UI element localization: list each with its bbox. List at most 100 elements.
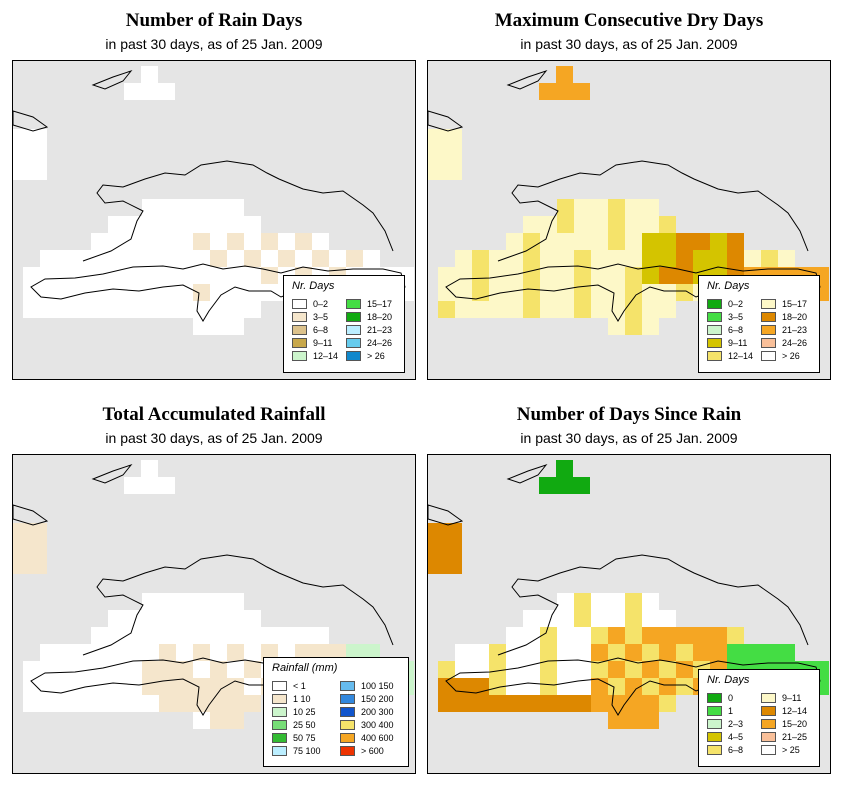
grid-cell: [125, 695, 142, 712]
legend: Rainfall (mm) < 1 1 10 10 25 25 50 50 75 75 1…: [263, 657, 409, 767]
legend-item: 150 200: [340, 693, 394, 704]
legend-label: < 1: [293, 680, 306, 691]
grid-cell: [57, 644, 74, 661]
grid-cell: [193, 301, 210, 318]
grid-cell: [540, 695, 557, 712]
legend-swatch: [707, 350, 722, 361]
grid-cell: [625, 216, 642, 233]
grid-cell: [193, 233, 210, 250]
grid-cell: [108, 301, 125, 318]
grid-cell: [108, 678, 125, 695]
grid-cell: [159, 284, 176, 301]
grid-cell: [506, 250, 523, 267]
legend-swatch: [272, 732, 287, 743]
grid-cell: [557, 284, 574, 301]
grid-cell: [142, 284, 159, 301]
legend-item: 15–17: [346, 298, 392, 309]
grid-cell: [312, 627, 329, 644]
grid-cell: [778, 644, 795, 661]
grid-cell: [693, 233, 710, 250]
legend-label: 100 150: [361, 680, 394, 691]
map-svg: [428, 460, 829, 729]
grid-cell: [693, 627, 710, 644]
legend-label: 21–23: [782, 324, 808, 335]
grid-cell: [523, 267, 540, 284]
legend-item: 21–23: [761, 324, 807, 335]
grid-cell: [659, 233, 676, 250]
grid-cell: [642, 627, 659, 644]
grid-cell: [574, 250, 591, 267]
grid-cell: [608, 627, 625, 644]
grid-cell: [227, 712, 244, 729]
grid-cell: [642, 199, 659, 216]
grid-cell: [556, 460, 573, 477]
grid-cell: [210, 233, 227, 250]
legend-label: > 26: [367, 350, 385, 361]
grid-cell: [124, 477, 141, 494]
grid-cell: [125, 250, 142, 267]
grid-cell: [57, 250, 74, 267]
legend-label: 1: [728, 705, 734, 716]
grid-cell: [472, 661, 489, 678]
grid-cell: [591, 695, 608, 712]
grid-cell: [210, 216, 227, 233]
grid-cell: [642, 216, 659, 233]
grid-cell: [13, 163, 47, 180]
grid-cell: [74, 267, 91, 284]
grid-cell: [210, 593, 227, 610]
grid-cell: [74, 644, 91, 661]
legend-title: Nr. Days: [292, 280, 335, 292]
grid-cell: [625, 284, 642, 301]
legend-label: 4–5: [728, 731, 744, 742]
grid-cell: [608, 216, 625, 233]
legend-label: 75 100: [293, 745, 321, 756]
legend-swatch: [346, 337, 361, 348]
grid-cell: [176, 661, 193, 678]
grid-cell: [625, 610, 642, 627]
grid-cell: [676, 233, 693, 250]
legend-item: > 25: [761, 744, 800, 755]
grid-cell: [125, 644, 142, 661]
legend-label: 9–11: [728, 337, 748, 348]
legend-swatch: [346, 298, 361, 309]
grid-cell: [455, 695, 472, 712]
legend: Nr. Days 0–2 3–5 6–8 9–11 12–14 15–17 18–20 21–…: [698, 275, 820, 373]
grid-cell: [625, 661, 642, 678]
grid-cell: [193, 267, 210, 284]
legend-swatch: [761, 731, 776, 742]
grid-cell: [455, 644, 472, 661]
grid-cell: [591, 216, 608, 233]
grid-cell: [176, 301, 193, 318]
legend-item: 9–11: [292, 337, 332, 348]
grid-cell: [761, 250, 778, 267]
legend-item: 18–20: [761, 311, 807, 322]
grid-cell: [659, 216, 676, 233]
grid-cell: [159, 233, 176, 250]
grid-cell: [176, 678, 193, 695]
legend-swatch: [292, 311, 307, 322]
legend-item: 12–14: [761, 705, 807, 716]
grid-cell: [659, 678, 676, 695]
grid-cell: [210, 610, 227, 627]
legend-label: 25 50: [293, 719, 316, 730]
grid-cell: [574, 284, 591, 301]
grid-cell: [141, 477, 158, 494]
grid-cell: [210, 695, 227, 712]
grid-cell: [574, 695, 591, 712]
grid-cell: [489, 661, 506, 678]
grid-cell: [574, 610, 591, 627]
grid-cell: [278, 627, 295, 644]
grid-cell: [625, 644, 642, 661]
grid-cell: [142, 267, 159, 284]
legend-item: 1 10: [272, 693, 311, 704]
grid-cell: [142, 610, 159, 627]
grid-cell: [329, 250, 346, 267]
legend-label: > 26: [782, 350, 800, 361]
panel-title: Number of Days Since Rain: [516, 404, 742, 425]
grid-cell: [142, 678, 159, 695]
grid-cell: [591, 678, 608, 695]
legend-label: 6–8: [728, 744, 744, 755]
grid-cell: [506, 661, 523, 678]
map-days-since-rain: Nr. Days 0 1 2–3 4–5 6–8 9–11 12–14 15–20 21–25 >…: [427, 454, 831, 774]
grid-cell: [57, 267, 74, 284]
